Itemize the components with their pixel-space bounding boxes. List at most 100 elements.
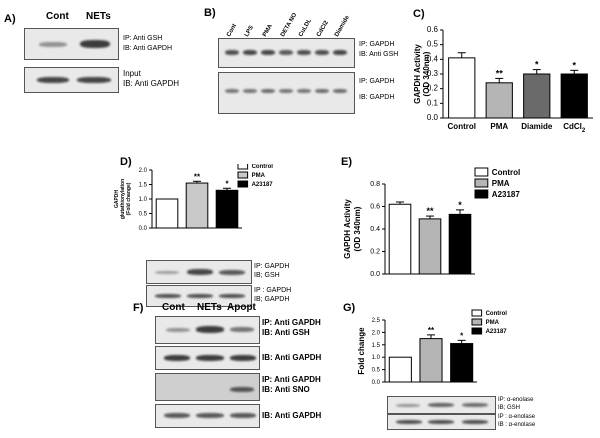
significance-marker: ** <box>426 206 434 216</box>
significance-marker: * <box>572 60 576 70</box>
y-tick-label: 0.0 <box>372 380 381 386</box>
legend-swatch <box>237 171 249 179</box>
bar-pma <box>185 182 209 229</box>
blot-f1-ip-label: IP: Anti GAPDH <box>262 318 321 327</box>
western-blot-a1 <box>24 28 119 60</box>
x-tick-label: Control <box>448 122 476 131</box>
lane-label-nets: NETs <box>197 302 222 313</box>
bar-a23187 <box>215 189 239 229</box>
legend-label: PMA <box>492 179 510 188</box>
y-tick-label: 1.5 <box>372 343 381 349</box>
lane-label-b-1: LPS <box>244 24 256 38</box>
y-tick-label: 0.0 <box>370 271 380 278</box>
y-tick-label: 0.4 <box>427 54 439 63</box>
y-tick-label: 1.0 <box>139 197 148 203</box>
blot-f1-ib-label: IB: Anti GSH <box>262 328 310 337</box>
significance-marker: ** <box>194 172 201 181</box>
legend-label: A23187 <box>252 182 274 188</box>
y-tick-label: 0.6 <box>370 204 380 211</box>
x-tick-label: Diamide <box>521 122 553 131</box>
legend-label: A23187 <box>486 329 508 335</box>
legend-swatch <box>237 180 249 188</box>
y-tick-label: 0.3 <box>427 69 439 78</box>
y-tick-label: 1.5 <box>139 183 148 189</box>
blot-a2-ib-label: IB: Anti GAPDH <box>123 79 180 88</box>
significance-marker: ** <box>428 326 435 335</box>
blot-b1-ib-label: IB: Anti GSH <box>359 51 399 58</box>
western-blot-a2 <box>24 67 119 93</box>
lane-label-b-2: PMA <box>262 23 274 38</box>
legend-label: PMA <box>252 173 266 179</box>
y-tick-label: 0.6 <box>427 25 439 34</box>
blot-d2-ip-label: IP : GAPDH <box>254 287 292 294</box>
western-blot-g1 <box>387 396 496 414</box>
y-tick-label: 0.4 <box>370 226 380 233</box>
y-tick-label: 0.0 <box>427 113 439 122</box>
y-tick-label: 2.0 <box>372 330 381 336</box>
chart-d: 0.0 0.5 1.0 1.5 2.0 GAPDH glutathionylation (Fo… <box>114 164 274 232</box>
western-blot-g2 <box>387 414 496 430</box>
y-tick-label: 0.1 <box>427 98 439 107</box>
y-axis-label: (OD 340nm) <box>422 51 431 96</box>
panel-f-label: F) <box>133 302 144 314</box>
legend-swatch <box>471 309 483 317</box>
western-blot-f3 <box>155 373 260 401</box>
blot-f3-ib-label: IB: Anti SNO <box>262 385 310 394</box>
legend-swatch <box>237 164 249 170</box>
legend-label: A23187 <box>492 190 521 199</box>
y-tick-label: 0.0 <box>139 226 148 232</box>
lane-label-b-0: Cont <box>226 23 239 38</box>
y-axis-label: Fold change <box>357 327 366 375</box>
bar-a23187 <box>448 213 472 275</box>
blot-d1-ip-label: IP: GAPDH <box>254 263 290 270</box>
y-axis-label: glutathionylation <box>120 179 126 219</box>
y-tick-label: 0.5 <box>139 212 148 218</box>
lane-label-apopt: Apopt <box>227 302 256 313</box>
y-axis-label: GAPDH Activity <box>413 44 422 104</box>
bar-control <box>388 203 412 275</box>
blot-b1-ip-label: IP: GAPDH <box>359 41 395 48</box>
blot-a2-input-label: Input <box>123 69 141 78</box>
significance-marker: * <box>458 200 462 210</box>
chart-e: 0.0 0.2 0.4 0.6 0.8 GAPDH Activity (OD 340nm) *… <box>343 167 521 278</box>
bar-control <box>448 57 476 119</box>
western-blot-b1 <box>218 38 355 68</box>
blot-g2-ib-label: IB : α-enolase <box>498 422 536 428</box>
blot-b2-ip-label: IP: GAPDH <box>359 78 395 85</box>
y-tick-label: 2.5 <box>372 318 381 324</box>
blot-f4-ib-label: IB: Anti GAPDH <box>262 411 322 420</box>
western-blot-f4 <box>155 404 260 428</box>
blot-a1-ib-label: IB: Anti GAPDH <box>123 45 173 52</box>
chart-c: 0.0 0.1 0.2 0.3 0.4 0.5 0.6 GAPDH Activity (OD 3… <box>413 25 593 134</box>
significance-marker: * <box>535 60 539 70</box>
blot-g1-ip-label: IP: α-enolase <box>498 397 534 403</box>
bar-a23187 <box>450 343 474 383</box>
x-tick-label: PMA <box>490 122 508 131</box>
panel-c-label: C) <box>413 8 425 20</box>
y-axis-label: (Fold change) <box>126 182 132 215</box>
y-tick-label: 0.5 <box>427 40 439 49</box>
significance-marker: * <box>460 331 464 340</box>
legend-swatch <box>471 327 483 335</box>
bar-pma <box>485 82 513 119</box>
bar-control <box>388 356 412 383</box>
y-axis-label: GAPDH <box>114 190 120 208</box>
blot-g2-ip-label: IP : α-enolase <box>498 414 536 420</box>
western-blot-d2 <box>146 285 252 307</box>
bar-pma <box>418 218 442 275</box>
lane-label-cont: Cont <box>162 302 185 313</box>
bar-control <box>155 198 179 229</box>
western-blot-b2 <box>218 72 355 114</box>
y-tick-label: 0.2 <box>370 249 380 256</box>
lane-label-nets: NETs <box>86 11 111 22</box>
blot-d1-ib-label: IB; GSH <box>254 272 280 279</box>
blot-d2-ib-label: IB; GAPDH <box>254 296 290 303</box>
blot-f2-ib-label: IB: Anti GAPDH <box>262 353 322 362</box>
legend-swatch <box>471 318 483 326</box>
panel-e-label: E) <box>341 156 352 168</box>
legend-swatch <box>474 189 489 199</box>
legend-swatch <box>474 178 489 188</box>
blot-a1-ip-label: IP: Anti GSH <box>123 35 163 42</box>
panel-a-label: A) <box>4 13 16 25</box>
